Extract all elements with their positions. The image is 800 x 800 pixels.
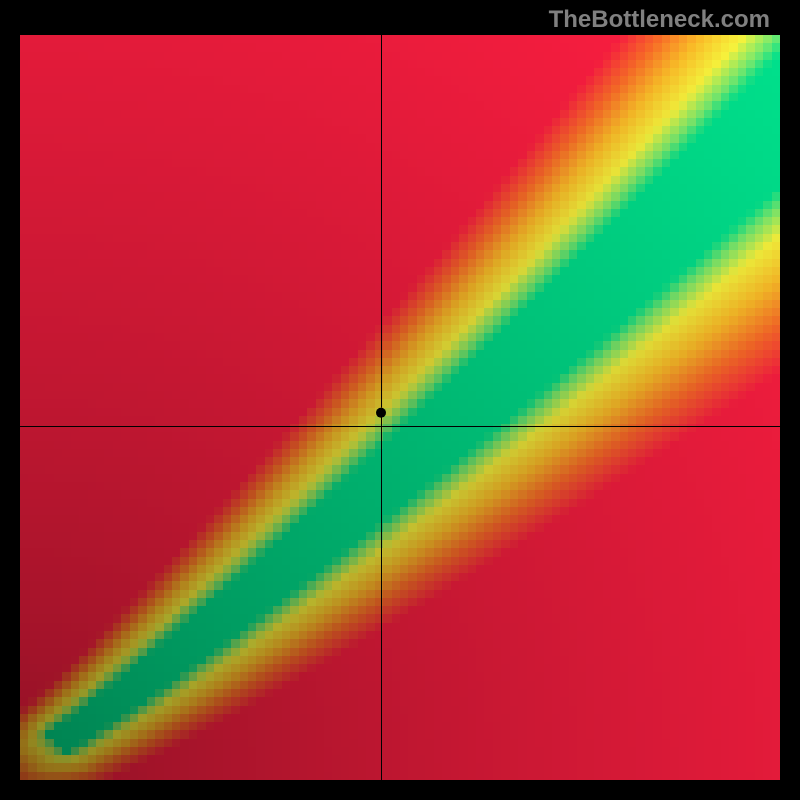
heatmap-canvas: [20, 35, 780, 780]
watermark-text: TheBottleneck.com: [549, 6, 770, 34]
figure-container: TheBottleneck.com: [0, 0, 800, 800]
